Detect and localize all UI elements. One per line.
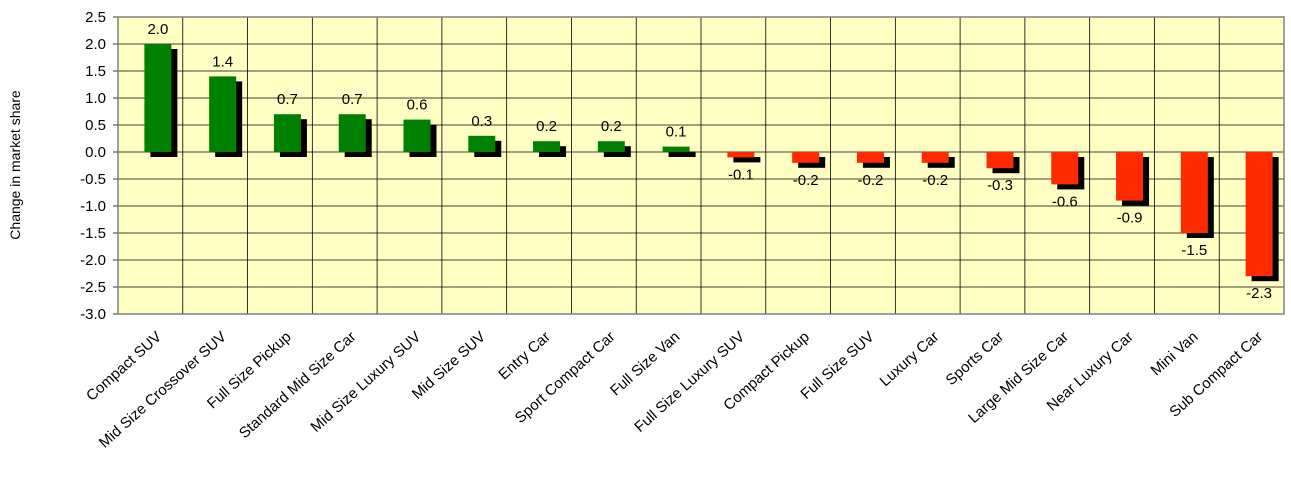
y-tick-label: -2.0 — [80, 252, 106, 269]
y-axis-label: Change in market share — [7, 90, 23, 240]
data-label: -0.1 — [728, 166, 754, 183]
x-tick-label: Standard Mid Size Car — [236, 328, 360, 442]
data-label: 1.4 — [212, 53, 233, 70]
data-label: 0.6 — [407, 97, 428, 114]
bar — [662, 146, 690, 152]
bar — [533, 141, 561, 152]
y-tick-label: -1.0 — [80, 198, 106, 215]
bar — [1245, 152, 1273, 277]
plot-border — [117, 16, 1285, 315]
bar — [986, 152, 1014, 169]
data-label: 0.7 — [342, 91, 363, 108]
y-tick-label: 2.0 — [85, 36, 106, 53]
data-label: 0.2 — [536, 118, 557, 135]
bar — [597, 141, 625, 152]
y-tick-label: -0.5 — [80, 171, 106, 188]
bar — [403, 119, 431, 152]
x-tick-label: Entry Car — [495, 328, 553, 383]
data-label: 2.0 — [147, 21, 168, 38]
bar — [468, 135, 496, 152]
y-tick-label: -2.5 — [80, 279, 106, 296]
bar — [1051, 152, 1079, 185]
y-tick-label: -1.5 — [80, 225, 106, 242]
data-label: 0.3 — [471, 113, 492, 130]
y-tick-label: -3.0 — [80, 306, 106, 323]
y-tick-label: 1.0 — [85, 90, 106, 107]
data-label: -0.3 — [987, 177, 1013, 194]
x-tick-label: Full Size Luxury SUV — [631, 328, 748, 435]
data-label: -0.2 — [793, 172, 819, 189]
bar — [856, 152, 884, 163]
data-label: -0.6 — [1052, 193, 1078, 210]
y-tick-label: 2.5 — [85, 9, 106, 26]
bar — [792, 152, 820, 163]
y-tick-label: 1.5 — [85, 63, 106, 80]
data-label: -1.5 — [1181, 242, 1207, 259]
x-tick-label: Mid Size Luxury SUV — [307, 328, 424, 435]
bar — [921, 152, 949, 163]
data-label: 0.7 — [277, 91, 298, 108]
bar — [727, 152, 755, 158]
x-tick-label: Mid Size Crossover SUV — [96, 328, 230, 451]
bar — [144, 44, 172, 152]
data-label: 0.2 — [601, 118, 622, 135]
bar — [1180, 152, 1208, 233]
bar-shadow — [733, 157, 761, 163]
data-label: -0.9 — [1117, 210, 1143, 227]
x-tick-label: Sports Car — [943, 328, 1008, 389]
bar — [209, 76, 237, 152]
y-tick-label: 0.0 — [85, 144, 106, 161]
data-label: -0.2 — [922, 172, 948, 189]
data-label: 0.1 — [666, 124, 687, 141]
data-label: -0.2 — [858, 172, 884, 189]
bar — [338, 114, 366, 152]
data-label: -2.3 — [1246, 285, 1272, 302]
x-tick-label: Mini Van — [1148, 328, 1202, 379]
bar — [1116, 152, 1144, 201]
x-tick-label: Luxury Car — [877, 328, 943, 390]
bar-shadow — [668, 151, 696, 157]
y-tick-label: 0.5 — [85, 117, 106, 134]
bar — [273, 114, 301, 152]
